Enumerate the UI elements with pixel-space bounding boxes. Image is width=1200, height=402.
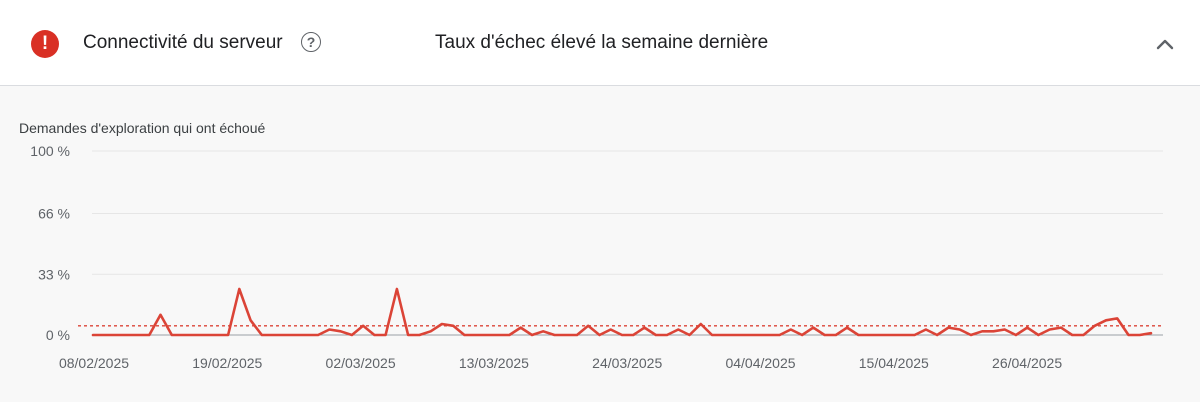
section-header[interactable]: ! Connectivité du serveur ? Taux d'échec… [0,0,1200,86]
error-icon: ! [31,30,59,58]
help-icon[interactable]: ? [301,32,321,52]
x-tick-label: 19/02/2025 [192,355,262,371]
x-tick-label: 13/03/2025 [459,355,529,371]
failure-rate-series-line [91,287,1153,337]
chart-panel: Demandes d'exploration qui ont échoué [0,86,1200,402]
x-tick-label: 24/03/2025 [592,355,662,371]
y-tick-label: 33 % [38,266,70,282]
x-tick-label: 04/04/2025 [725,355,795,371]
x-tick-label: 08/02/2025 [59,355,129,371]
chevron-up-icon [1156,39,1174,50]
x-tick-label: 02/03/2025 [326,355,396,371]
section-title: Connectivité du serveur [83,32,283,53]
chart-title: Demandes d'exploration qui ont échoué [19,120,266,136]
collapse-button[interactable] [1148,28,1182,58]
x-tick-label: 26/04/2025 [992,355,1062,371]
failed-crawl-chart: 100 % 66 % 33 % 0 % 08/02/2025 19/02/2025 02/0… [30,143,1163,371]
x-tick-label: 15/04/2025 [859,355,929,371]
y-tick-label: 100 % [30,143,70,159]
y-tick-label: 0 % [46,327,70,343]
y-tick-label: 66 % [38,206,70,222]
status-summary: Taux d'échec élevé la semaine dernière [435,32,769,53]
